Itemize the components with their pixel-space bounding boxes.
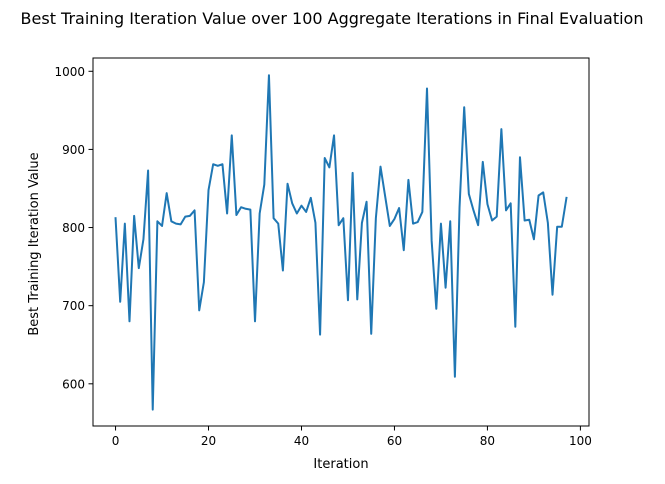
x-tick-label: 60 [387, 434, 402, 448]
axes: 0 20 40 60 80 100 600 700 800 900 1000 [54, 57, 592, 448]
x-tick-label: 20 [201, 434, 216, 448]
y-tick-label: 1000 [54, 65, 85, 79]
plot-frame [92, 57, 590, 427]
x-tick-label: 80 [480, 434, 495, 448]
x-tick-label: 40 [294, 434, 309, 448]
x-tick-label: 100 [569, 434, 592, 448]
x-tick-label: 0 [112, 434, 120, 448]
x-axis-label: Iteration [313, 457, 368, 472]
series-line-0 [114, 74, 568, 411]
y-tick-label: 600 [62, 377, 85, 391]
y-tick-label: 700 [62, 299, 85, 313]
y-axis-label: Best Training Iteration Value [27, 152, 42, 335]
y-tick-label: 800 [62, 221, 85, 235]
chart-title: Best Training Iteration Value over 100 A… [21, 9, 644, 28]
plot-area [114, 74, 568, 411]
y-tick-label: 900 [62, 143, 85, 157]
